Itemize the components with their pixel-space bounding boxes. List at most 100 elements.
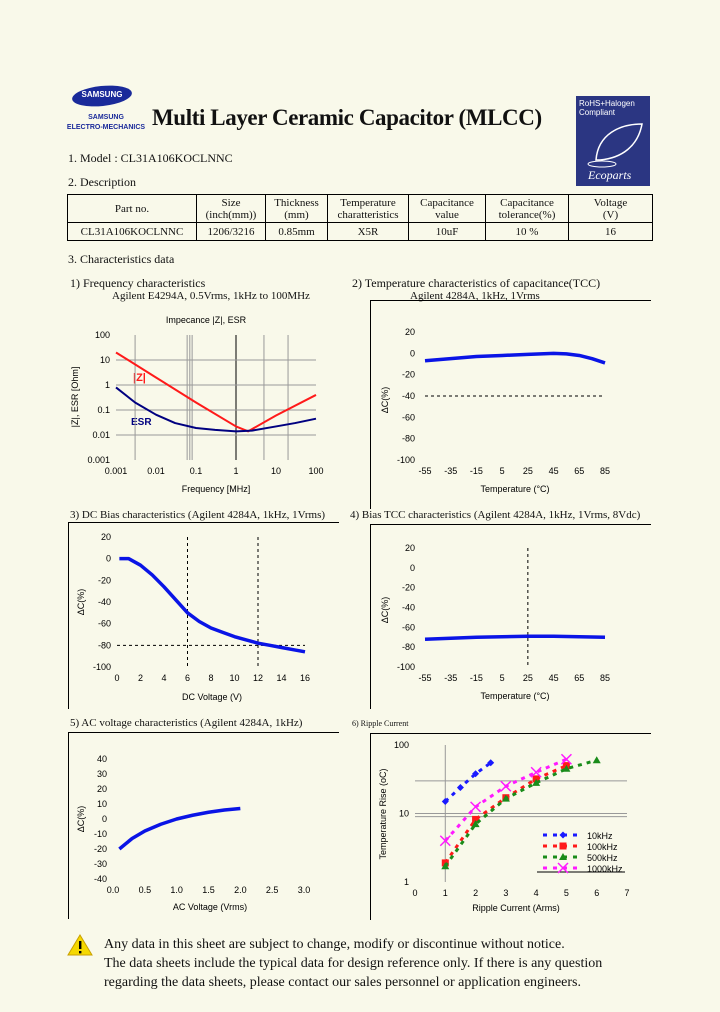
cell-size: 1206/3216 xyxy=(196,222,266,241)
model-line: 1. Model : CL31A106KOCLNNC xyxy=(68,151,233,165)
chart6-legend-marker xyxy=(559,842,567,850)
chart6-series-line xyxy=(444,761,492,803)
chart6-legend-marker xyxy=(557,862,569,874)
chart6-x-tick-label: 0 xyxy=(412,888,417,898)
chart4-x-tick-label: -15 xyxy=(470,673,483,683)
chart3-x-tick-label: 6 xyxy=(185,673,190,683)
chart6-xlabel: Ripple Current (Arms) xyxy=(472,903,560,913)
header-capacitance-sub: value xyxy=(435,208,459,221)
chart6-series-line xyxy=(444,758,598,868)
header-temperature-sub: charatteristics xyxy=(337,208,399,221)
chart3-y-tick-label: -20 xyxy=(98,575,111,585)
chart6-series-line xyxy=(444,764,568,864)
header-voltage-label: Voltage xyxy=(593,196,628,209)
chart6-data-point xyxy=(532,778,541,786)
chart3-y-tick-label: -60 xyxy=(98,619,111,629)
chart6-ylabel: Temperature Rise (oC) xyxy=(378,768,388,859)
chart3-heading: 3) DC Bias characteristics (Agilent 4284… xyxy=(70,509,326,521)
chart2-y-tick-label: -100 xyxy=(397,455,415,465)
chart6-x-tick-label: 7 xyxy=(624,888,629,898)
chart2-xlabel: Temperature (°C) xyxy=(480,484,549,494)
chart3-y-tick-label: 20 xyxy=(101,532,111,542)
chart6-legend-label: 10kHz xyxy=(587,831,613,841)
table-row: CL31A106KOCLNNC 1206/3216 0.85mm X5R 10u… xyxy=(67,222,653,241)
chart2-x-tick-label: -35 xyxy=(444,466,457,476)
chart1-x-tick-label: 0.001 xyxy=(105,466,128,476)
header-thickness-unit: (mm) xyxy=(284,208,309,221)
chart6-x-tick-label: 5 xyxy=(564,888,569,898)
chart6-data-point xyxy=(487,759,495,767)
chart1-z-label: |Z| xyxy=(133,372,146,384)
chart2-ylabel: ΔC(%) xyxy=(380,387,390,414)
chart3-x-tick-label: 12 xyxy=(253,673,263,683)
chart6-x-tick-label: 6 xyxy=(594,888,599,898)
chart6-data-point xyxy=(441,862,450,870)
chart1-y-tick-label: 10 xyxy=(100,355,110,365)
header-part-no-label: Part no. xyxy=(114,202,150,215)
chart2-subtitle: Agilent 4284A, 1kHz, 1Vrms xyxy=(410,290,540,302)
header-size-unit: (inch(mm)) xyxy=(205,208,257,221)
chart5-y-tick-label: -20 xyxy=(94,844,107,854)
chart4-x-tick-label: 45 xyxy=(549,673,559,683)
chart6-x-tick-label: 3 xyxy=(503,888,508,898)
samsung-subtext-2: ELECTRO-MECHANICS xyxy=(66,124,146,131)
chart1-subtitle: Agilent E4294A, 0.5Vrms, 1kHz to 100MHz xyxy=(112,290,310,302)
chart5-x-tick-label: 0.0 xyxy=(107,885,120,895)
chart2-x-tick-label: -15 xyxy=(470,466,483,476)
chart6-legend-label: 500kHz xyxy=(587,853,618,863)
chart1-xlabel: Frequency [MHz] xyxy=(182,484,251,494)
badge-brand: Ecoparts xyxy=(588,168,632,182)
chart5-y-tick-label: 0 xyxy=(102,814,107,824)
characteristics-heading: 3. Characteristics data xyxy=(68,252,175,266)
chart2-series-line xyxy=(424,351,606,365)
chart2-x-tick-label: -55 xyxy=(418,466,431,476)
chart6-x-tick-label: 1 xyxy=(443,888,448,898)
chart6-data-point xyxy=(471,820,480,828)
chart3-x-tick-label: 10 xyxy=(229,673,239,683)
samsung-subtext-1: SAMSUNG xyxy=(88,114,124,121)
chart4-y-tick-label: 0 xyxy=(410,563,415,573)
chart3-x-tick-label: 2 xyxy=(138,673,143,683)
samsung-logo-text: SAMSUNG xyxy=(81,90,123,99)
chart6-legend-label: 100kHz xyxy=(587,842,618,852)
chart4-xlabel: Temperature (°C) xyxy=(480,691,549,701)
chart5-x-tick-label: 3.0 xyxy=(298,885,311,895)
chart4-x-tick-label: -35 xyxy=(444,673,457,683)
chart2-frame xyxy=(370,300,651,509)
chart1-y-tick-label: 0.1 xyxy=(97,405,110,415)
chart1-ylabel: |Z|, ESR [Ohm] xyxy=(70,367,80,428)
spec-table: Part no. Size (inch(mm)) Thickness (mm) Te… xyxy=(67,194,653,241)
chart1-series-line xyxy=(115,351,317,433)
page-title: Multi Layer Ceramic Capacitor (MLCC) xyxy=(152,105,542,130)
chart5-xlabel: AC Voltage (Vrms) xyxy=(173,902,247,912)
chart2-x-tick-label: 25 xyxy=(523,466,533,476)
chart4-y-tick-label: -100 xyxy=(397,662,415,672)
chart6-data-point xyxy=(530,766,542,778)
notice-line-1: Any data in this sheet are subject to ch… xyxy=(104,937,565,952)
chart5-ylabel: ΔC(%) xyxy=(76,806,86,833)
chart4-y-tick-label: -20 xyxy=(402,583,415,593)
chart3-x-tick-label: 8 xyxy=(208,673,213,683)
chart4-x-tick-label: 25 xyxy=(523,673,533,683)
chart5-y-tick-label: 30 xyxy=(97,769,107,779)
chart6-data-point xyxy=(439,835,451,847)
chart6-data-point xyxy=(501,794,510,802)
cell-part-no: CL31A106KOCLNNC xyxy=(67,222,197,241)
header-size-label: Size xyxy=(221,196,241,209)
chart5-x-tick-label: 2.0 xyxy=(234,885,247,895)
chart5-series-line xyxy=(118,806,241,851)
chart6-data-point xyxy=(500,780,512,792)
chart3-series-line xyxy=(119,556,306,654)
chart1-y-tick-label: 100 xyxy=(95,330,110,340)
chart4-heading: 4) Bias TCC characteristics (Agilent 428… xyxy=(350,509,641,521)
notice-line-3: regarding the data sheets, please contac… xyxy=(104,975,581,990)
badge-line-1: RoHS+Halogen xyxy=(579,99,635,108)
header-temperature-label: Temperature xyxy=(340,196,396,209)
chart3-x-tick-label: 16 xyxy=(300,673,310,683)
chart4-y-tick-label: -80 xyxy=(402,642,415,652)
chart2-y-tick-label: -40 xyxy=(402,391,415,401)
chart4-y-tick-label: -40 xyxy=(402,603,415,613)
chart1-x-tick-label: 100 xyxy=(308,466,323,476)
chart1-series-line xyxy=(115,386,317,433)
